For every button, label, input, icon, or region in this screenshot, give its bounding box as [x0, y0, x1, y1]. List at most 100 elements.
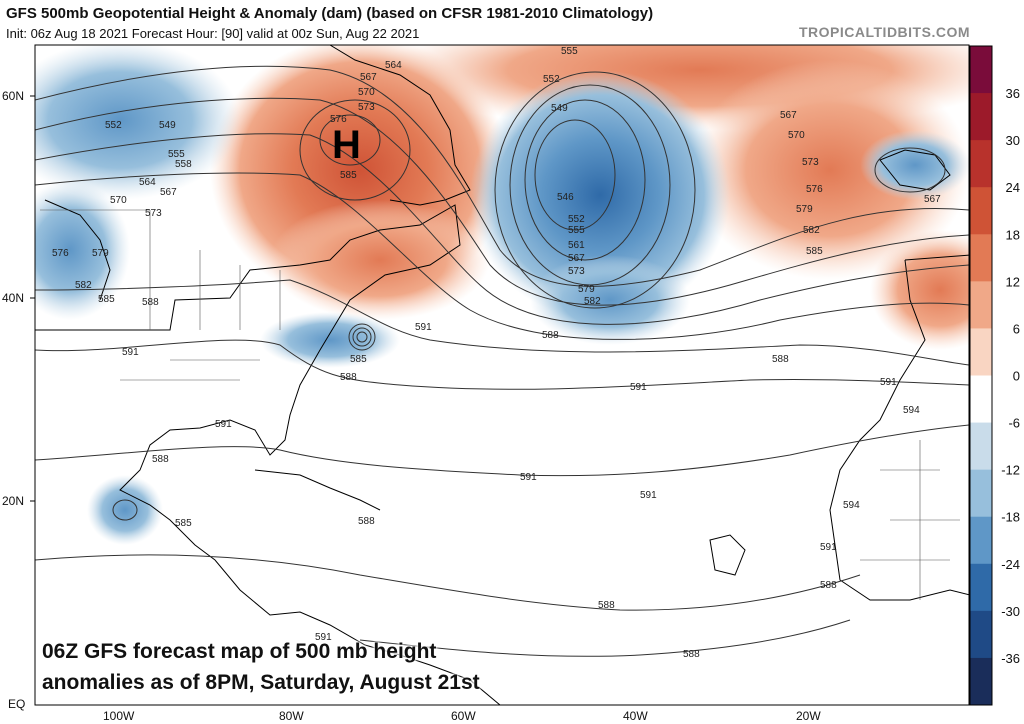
- colorbar-swatch: [970, 657, 992, 706]
- positive-anomaly-iberia: [870, 230, 969, 350]
- colorbar-swatch: [970, 281, 992, 329]
- contour-label: 567: [780, 110, 797, 121]
- contour-label: 576: [52, 248, 69, 259]
- colorbar-label: 30: [1006, 133, 1020, 148]
- colorbar-label: -36: [1001, 651, 1020, 666]
- caption-line-2: anomalies as of 8PM, Saturday, August 21…: [42, 671, 480, 694]
- contour-label: 591: [630, 382, 647, 393]
- colorbar: 36 30 24 18 12 6 0 -6 -12 -18 -24 -30 -36: [969, 45, 1020, 706]
- contour-label: 582: [75, 280, 92, 291]
- contour-label: 579: [578, 284, 595, 295]
- colorbar-label: 0: [1013, 369, 1020, 384]
- lat-label: 60N: [2, 89, 24, 103]
- caption: 06Z GFS forecast map of 500 mb height an…: [42, 636, 480, 698]
- colorbar-swatch: [970, 234, 992, 282]
- contour-label: 588: [542, 330, 559, 341]
- contour-label: 555: [168, 149, 185, 160]
- contour-label: 558: [175, 159, 192, 170]
- caption-line-1: 06Z GFS forecast map of 500 mb height: [42, 640, 437, 663]
- map-title: GFS 500mb Geopotential Height & Anomaly …: [6, 5, 654, 22]
- contour-label: 588: [820, 580, 837, 591]
- negative-anomaly-mexico: [87, 475, 163, 545]
- colorbar-swatch: [970, 93, 992, 141]
- longitude-axis: 100W 80W 60W 40W 20W: [103, 709, 821, 723]
- americas-coast: [35, 204, 501, 705]
- contour-label: 564: [385, 60, 402, 71]
- contour-546: [534, 119, 616, 231]
- colorbar-swatch: [970, 422, 992, 471]
- colorbar-swatch: [970, 516, 992, 565]
- coastlines: [35, 45, 969, 705]
- contour-label: 567: [924, 194, 941, 205]
- contour-label: 549: [159, 120, 176, 131]
- colorbar-swatch: [970, 328, 992, 376]
- plot-frame: [34, 44, 970, 706]
- lon-label: 60W: [451, 709, 476, 723]
- contour-label: 588: [358, 516, 375, 527]
- contour-label: 594: [843, 500, 860, 511]
- contour-label: 576: [806, 184, 823, 195]
- contour-label: 591: [640, 490, 657, 501]
- negative-anomaly-storm: [260, 312, 400, 368]
- contour-label: 582: [803, 225, 820, 236]
- height-contours: [35, 65, 969, 657]
- british-isles: [879, 149, 951, 191]
- contour-label: 582: [584, 296, 601, 307]
- contour-label: 573: [358, 102, 375, 113]
- colorbar-label: 24: [1006, 180, 1020, 195]
- colorbar-swatch: [970, 187, 992, 235]
- colorbar-label: -24: [1001, 557, 1020, 572]
- contour-label: 585: [175, 518, 192, 529]
- contour-label: 591: [820, 542, 837, 553]
- contour-label: 579: [92, 248, 109, 259]
- contour-label: 588: [340, 372, 357, 383]
- contour-label: 591: [415, 322, 432, 333]
- positive-anomaly-east: [690, 60, 969, 280]
- contour-label: 570: [788, 130, 805, 141]
- lat-label: 40N: [2, 291, 24, 305]
- negative-anomaly-ireland: [860, 130, 969, 200]
- contour-label: 576: [330, 114, 347, 125]
- contour-label: 567: [360, 72, 377, 83]
- lon-label: 20W: [796, 709, 821, 723]
- trough-anomaly-west: [35, 180, 130, 320]
- trough-anomaly-northwest: [35, 45, 240, 200]
- colorbar-label: -6: [1008, 416, 1020, 431]
- map-subtitle: Init: 06z Aug 18 2021 Forecast Hour: [90…: [6, 26, 420, 41]
- contour-label: 552: [105, 120, 122, 131]
- contour-label: 546: [557, 192, 574, 203]
- contour-label: 579: [796, 204, 813, 215]
- contour-label: 570: [110, 195, 127, 206]
- contour-label: 585: [806, 246, 823, 257]
- contour-label: 591: [520, 472, 537, 483]
- colorbar-label: -18: [1001, 510, 1020, 525]
- contour-label: 567: [160, 187, 177, 198]
- contour-label: 573: [802, 157, 819, 168]
- contour-label-group: 555 552 549 546 552 555 561 567 573 579 …: [52, 46, 941, 660]
- contour-label: 567: [568, 253, 585, 264]
- ridge-anomaly-south: [270, 200, 490, 320]
- colorbar-swatch: [970, 46, 992, 94]
- cuba-coast: [254, 469, 381, 511]
- site-credit: TROPICALTIDBITS.COM: [798, 24, 970, 40]
- colorbar-swatch: [970, 563, 992, 612]
- colorbar-label: 12: [1006, 274, 1020, 289]
- colorbar-label: 18: [1006, 227, 1020, 242]
- contour-label: 552: [568, 214, 585, 225]
- contour-label: 588: [772, 354, 789, 365]
- contour-label: 549: [551, 103, 568, 114]
- lon-label: 100W: [103, 709, 135, 723]
- africa-europe-coast: [829, 254, 969, 601]
- contour-label: 588: [152, 454, 169, 465]
- colorbar-swatch: [970, 610, 992, 659]
- labrador-coast: [329, 45, 471, 206]
- contour-label: 555: [561, 46, 578, 57]
- high-pressure-marker: H: [332, 123, 361, 167]
- colorbar-frame: [969, 45, 993, 706]
- contour-label: 591: [122, 347, 139, 358]
- colorbar-swatch: [970, 140, 992, 188]
- contour-label: 591: [880, 377, 897, 388]
- island-outline: [709, 534, 746, 576]
- lat-label: 20N: [2, 494, 24, 508]
